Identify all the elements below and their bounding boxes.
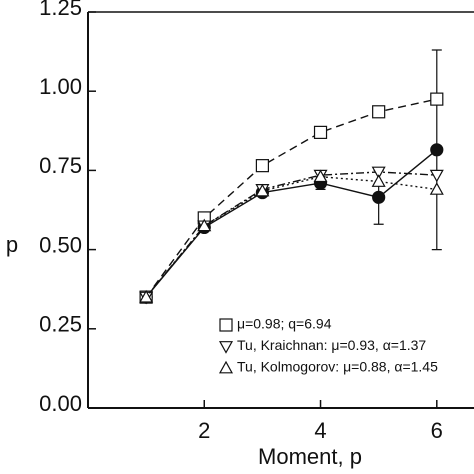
y-tick-label: 1.00 [39, 74, 82, 99]
legend-label: μ=0.98; q=6.94 [237, 316, 332, 332]
data-point [139, 289, 154, 303]
data-point [430, 143, 444, 157]
data-point [371, 166, 386, 180]
data-point [429, 182, 444, 195]
data-point [372, 105, 386, 119]
data-point [197, 218, 212, 232]
y-tick-label: 0.25 [39, 312, 82, 337]
data-point [372, 190, 386, 204]
series-line [145, 171, 437, 298]
legend-label: Tu, Kraichnan: μ=0.93, α=1.37 [237, 337, 426, 353]
y-tick-label: 0.00 [39, 391, 82, 416]
x-tick-label: 6 [431, 418, 443, 443]
data-point [429, 169, 444, 183]
data-point [255, 159, 269, 173]
data-point [255, 183, 270, 197]
x-tick-label: 4 [314, 418, 326, 443]
data-point [430, 92, 444, 106]
x-axis-label: Moment, p [258, 444, 362, 469]
series-line [145, 149, 438, 298]
legend-marker [218, 341, 234, 354]
y-tick-label: 1.25 [39, 0, 82, 20]
data-point [313, 125, 328, 139]
y-axis-label: p [6, 232, 18, 257]
series-line [145, 98, 437, 298]
y-tick-label: 0.75 [39, 153, 82, 178]
legend-marker [218, 360, 234, 374]
y-tick-label: 0.50 [39, 232, 82, 257]
x-tick-label: 2 [198, 418, 210, 443]
data-point [313, 169, 328, 183]
legend-marker [219, 318, 233, 332]
data-point [371, 174, 386, 187]
legend-label: Tu, Kolmogorov: μ=0.88, α=1.45 [237, 359, 438, 375]
series-line [145, 176, 437, 298]
